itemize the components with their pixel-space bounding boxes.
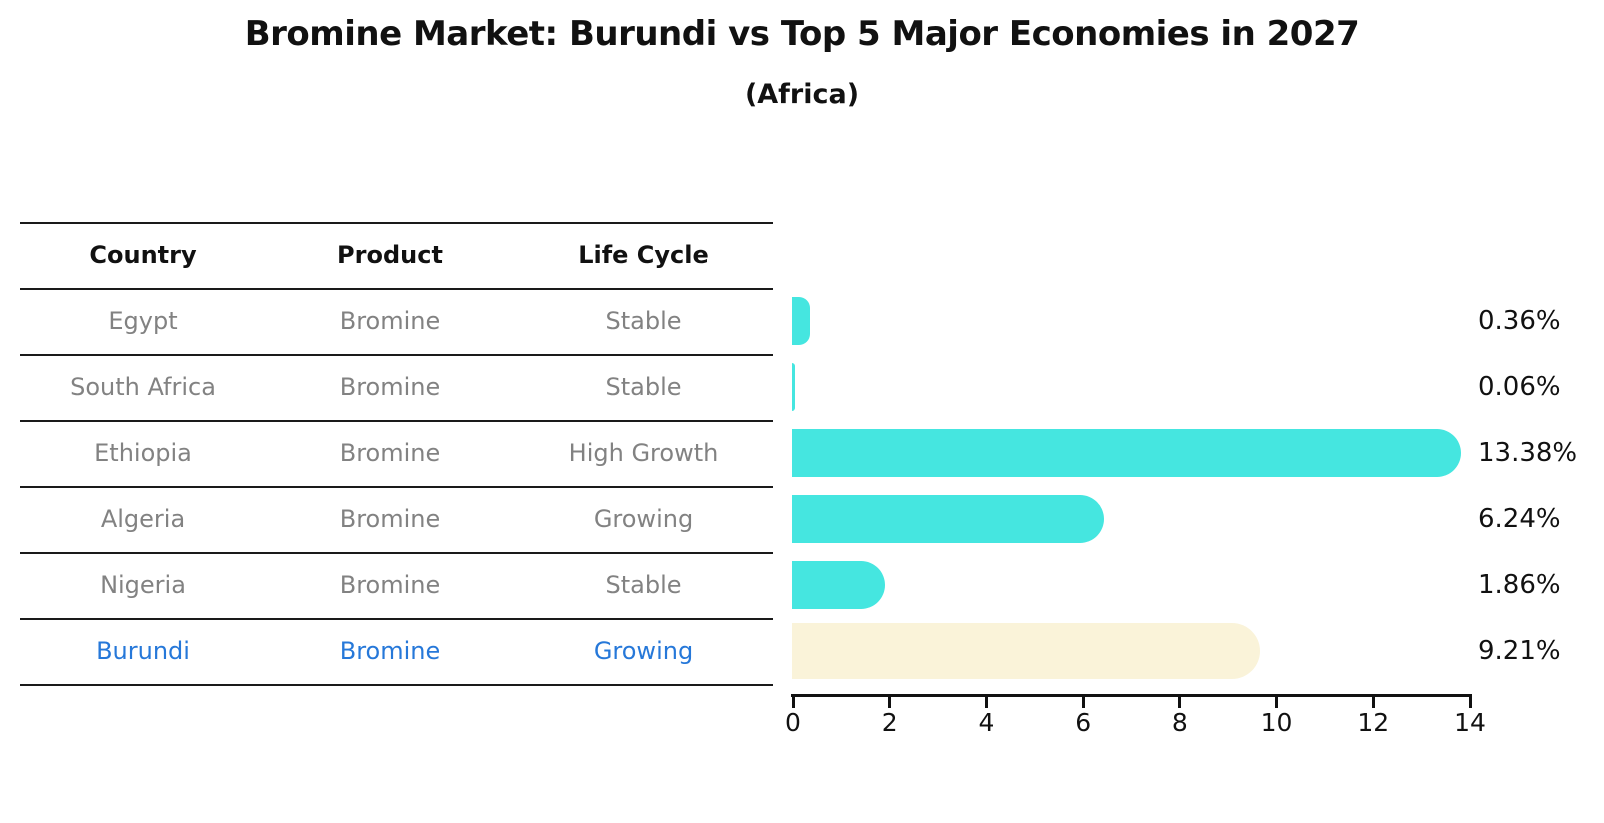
table-cell-life-cycle: Stable — [605, 571, 682, 599]
x-tick — [1178, 697, 1182, 708]
x-tick-label: 6 — [1075, 708, 1092, 737]
bar-value-label: 6.24% — [1478, 504, 1561, 534]
table-row: South Africa Bromine Stable — [20, 354, 773, 420]
table-cell-product: Bromine — [339, 373, 441, 401]
x-tick-label: 4 — [978, 708, 995, 737]
table-cell-life-cycle: Stable — [605, 307, 682, 335]
x-axis-line — [791, 694, 1472, 697]
table-line — [20, 486, 773, 488]
bar-value-label: 9.21% — [1478, 636, 1561, 666]
x-tick-label: 2 — [881, 708, 898, 737]
table-cell-product: Bromine — [339, 571, 441, 599]
bar — [792, 429, 1461, 477]
bar — [792, 561, 885, 609]
table-line — [20, 222, 773, 224]
x-tick-label: 0 — [785, 708, 801, 737]
table-cell-product: Bromine — [339, 505, 441, 533]
bar-value-label: 1.86% — [1478, 570, 1561, 600]
bar-value-label: 13.38% — [1478, 438, 1578, 468]
table-line — [20, 288, 773, 290]
bar-value-label: 0.06% — [1478, 372, 1561, 402]
x-tick-label: 14 — [1454, 708, 1486, 737]
x-tick — [888, 697, 892, 708]
table-cell-country: Burundi — [96, 637, 190, 665]
bar — [792, 495, 1104, 543]
table-cell-life-cycle: High Growth — [568, 439, 719, 467]
table-cell-country: South Africa — [70, 373, 216, 401]
table-header-row: Country Product Life Cycle — [20, 222, 773, 288]
x-tick-label: 10 — [1260, 708, 1293, 737]
x-tick — [791, 697, 795, 708]
bar — [792, 623, 1260, 679]
column-header-country: Country — [89, 241, 197, 269]
column-header-life-cycle: Life Cycle — [578, 241, 709, 269]
x-tick — [1371, 697, 1375, 708]
table-line — [20, 684, 773, 686]
x-tick — [1468, 697, 1472, 708]
table-row: Ethiopia Bromine High Growth — [20, 420, 773, 486]
table-cell-product: Bromine — [339, 637, 441, 665]
table-line — [20, 354, 773, 356]
bar-value-label: 0.36% — [1478, 306, 1561, 336]
table-line — [20, 420, 773, 422]
chart-subtitle: (Africa) — [744, 79, 860, 110]
bar — [792, 297, 810, 345]
table-cell-life-cycle: Growing — [593, 637, 694, 665]
table-cell-life-cycle: Growing — [593, 505, 694, 533]
table-cell-country: Algeria — [100, 505, 186, 533]
column-header-product: Product — [337, 241, 443, 269]
table-row: Egypt Bromine Stable — [20, 288, 773, 354]
table-row: Burundi Bromine Growing — [20, 618, 773, 684]
table-line — [20, 618, 773, 620]
table-row: Algeria Bromine Growing — [20, 486, 773, 552]
chart-title: Bromine Market: Burundi vs Top 5 Major E… — [244, 14, 1360, 54]
table-cell-life-cycle: Stable — [605, 373, 682, 401]
x-tick-label: 12 — [1357, 708, 1390, 737]
table-row: Nigeria Bromine Stable — [20, 552, 773, 618]
x-tick — [984, 697, 988, 708]
table-cell-country: Egypt — [108, 307, 178, 335]
x-tick-label: 8 — [1171, 708, 1188, 737]
x-tick — [1275, 697, 1279, 708]
x-tick — [1081, 697, 1085, 708]
table-cell-country: Nigeria — [100, 571, 186, 599]
table-cell-product: Bromine — [339, 439, 441, 467]
bar — [792, 363, 795, 411]
table-line — [20, 552, 773, 554]
table-cell-product: Bromine — [339, 307, 441, 335]
table-cell-country: Ethiopia — [94, 439, 192, 467]
